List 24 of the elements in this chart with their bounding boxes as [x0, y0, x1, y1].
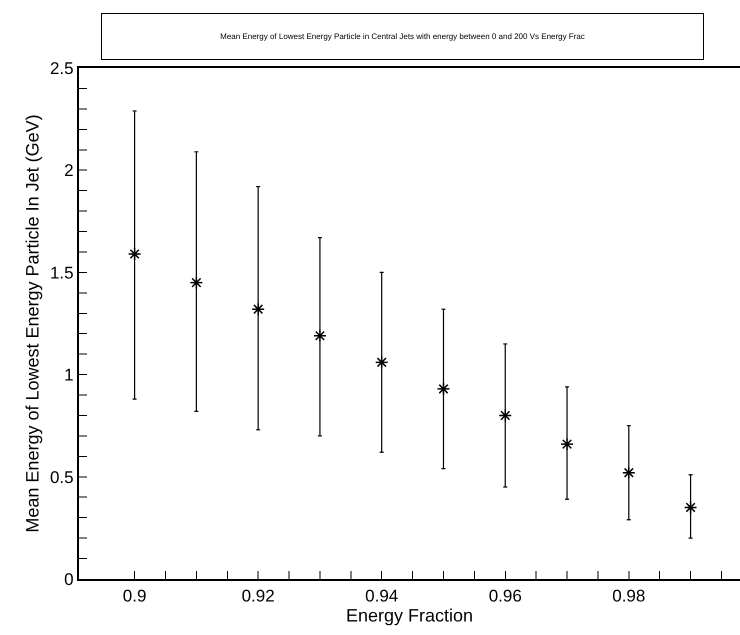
point — [190, 276, 204, 290]
y-tick-label: 2 — [64, 161, 74, 180]
y-tick-label: 0 — [64, 570, 74, 589]
point — [684, 500, 698, 514]
x-tick-label: 0.96 — [488, 586, 522, 606]
x-axis-title: Energy Fraction — [346, 605, 474, 626]
point — [622, 466, 636, 480]
y-tick-label: 1 — [64, 366, 74, 385]
point — [128, 247, 142, 261]
y-axis-title: Mean Energy of Lowest Energy Particle In Jet (GeV) — [22, 114, 43, 533]
y-tick-label: 2.5 — [50, 58, 74, 78]
point — [498, 408, 512, 422]
x-tick-label: 0.92 — [242, 586, 275, 606]
y-tick-label: 1.5 — [50, 263, 74, 282]
y-tick-label: 0.5 — [50, 468, 74, 487]
point — [313, 329, 327, 343]
x-tick-label: 0.98 — [612, 586, 646, 606]
point — [251, 302, 265, 316]
x-tick-label: 0.9 — [122, 586, 146, 606]
point — [374, 356, 388, 370]
x-tick-label: 0.94 — [365, 586, 398, 606]
point — [436, 382, 450, 396]
chart-title: Mean Energy of Lowest Energy Particle in Central Jets with energy between 0 and 200 Vs Energy Frac — [220, 32, 585, 41]
point — [560, 437, 574, 451]
